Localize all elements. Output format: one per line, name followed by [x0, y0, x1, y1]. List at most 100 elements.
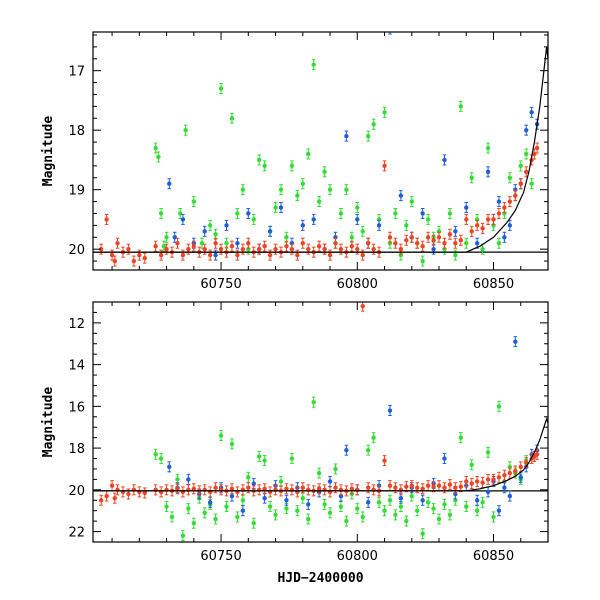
data-point — [186, 477, 191, 482]
data-point — [458, 435, 464, 440]
data-point — [453, 241, 458, 246]
plot-area — [93, 32, 548, 267]
data-point — [404, 223, 409, 228]
data-point — [180, 533, 186, 538]
data-point — [420, 486, 425, 491]
data-point — [355, 205, 360, 210]
data-point — [316, 199, 322, 204]
data-point — [360, 514, 365, 520]
data-point — [251, 481, 256, 486]
data-point — [464, 217, 469, 222]
data-point — [218, 433, 224, 438]
data-point — [112, 258, 117, 264]
data-point — [153, 145, 158, 151]
data-point — [524, 151, 529, 157]
data-point — [180, 217, 186, 222]
data-point — [158, 211, 164, 216]
data-point — [338, 504, 344, 509]
data-point — [376, 500, 382, 505]
data-point — [158, 456, 164, 461]
data-point — [251, 521, 256, 526]
data-point — [425, 483, 431, 488]
data-point — [469, 175, 474, 180]
data-point — [112, 495, 117, 501]
data-point — [115, 241, 120, 246]
data-point — [502, 473, 507, 478]
data-point — [420, 498, 425, 503]
y-tick-label: 17 — [68, 65, 85, 80]
data-point — [524, 460, 529, 465]
data-point — [507, 199, 513, 204]
data-point — [529, 181, 534, 186]
data-point — [491, 217, 496, 222]
data-point — [262, 244, 267, 249]
data-point — [507, 175, 513, 180]
data-point — [453, 485, 458, 490]
data-point — [496, 211, 502, 216]
data-point — [183, 127, 188, 133]
data-point — [420, 531, 425, 536]
data-point — [420, 244, 425, 249]
data-point — [213, 241, 218, 246]
data-point — [300, 241, 305, 246]
y-tick-label: 19 — [68, 184, 85, 199]
data-point — [431, 246, 436, 252]
data-point — [480, 226, 485, 231]
data-point — [507, 223, 513, 228]
data-point — [306, 246, 311, 252]
data-point — [365, 485, 371, 490]
data-point — [229, 486, 235, 491]
data-point — [126, 246, 131, 252]
data-point — [164, 504, 169, 509]
data-point — [464, 479, 469, 484]
data-point — [513, 468, 518, 474]
y-tick-label: 20 — [68, 243, 85, 258]
data-point — [480, 500, 485, 505]
data-point — [311, 217, 316, 222]
data-point — [235, 241, 240, 246]
data-point — [224, 241, 229, 246]
data-point — [262, 163, 267, 169]
data-point — [344, 447, 349, 453]
data-point — [207, 500, 213, 505]
y-axis-title: Magnitude — [41, 116, 56, 187]
data-point — [98, 246, 104, 252]
data-point — [431, 484, 436, 489]
data-point — [278, 479, 284, 484]
data-point — [202, 229, 207, 234]
data-point — [273, 246, 278, 252]
data-point — [382, 110, 387, 115]
data-point — [161, 244, 167, 249]
data-point — [207, 223, 213, 228]
data-point — [267, 252, 273, 258]
series-0 — [153, 396, 529, 542]
data-point — [491, 477, 496, 482]
data-point — [316, 486, 322, 491]
data-point — [153, 452, 158, 457]
series-0 — [153, 59, 534, 267]
data-point — [365, 447, 371, 453]
data-point — [360, 229, 365, 234]
data-point — [153, 244, 158, 249]
data-point — [365, 500, 371, 505]
data-point — [104, 493, 109, 499]
data-point — [169, 514, 175, 520]
data-point — [502, 235, 507, 240]
data-point — [474, 241, 480, 246]
data-point — [458, 484, 464, 489]
data-point — [431, 238, 436, 243]
data-point — [480, 246, 485, 252]
data-point — [485, 489, 491, 495]
data-point — [273, 512, 278, 518]
data-point — [104, 217, 109, 222]
data-point — [306, 151, 311, 157]
data-point — [387, 408, 393, 413]
data-point — [191, 521, 197, 526]
data-point — [398, 495, 404, 501]
data-point — [518, 475, 523, 480]
x-tick-label: 60800 — [337, 277, 378, 292]
data-point — [524, 127, 529, 133]
data-point — [409, 493, 414, 499]
data-point — [496, 475, 502, 480]
y-tick-label: 22 — [68, 526, 85, 541]
